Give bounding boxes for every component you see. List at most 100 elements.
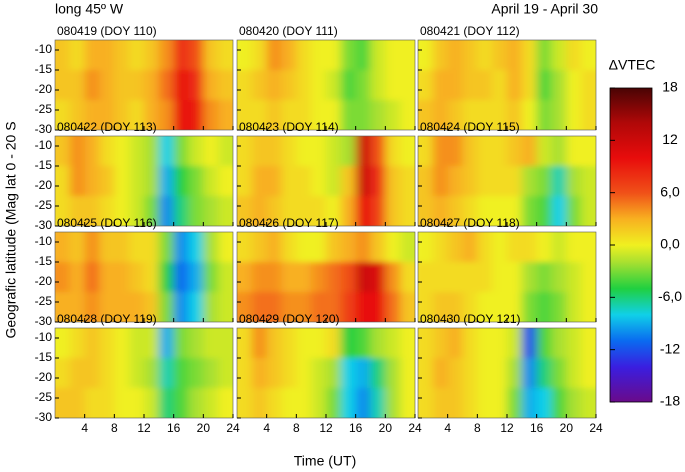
heatmap	[418, 232, 596, 322]
heatmap-cell	[266, 136, 282, 167]
panel-title: 080425 (DOY 116)	[57, 216, 157, 230]
heatmap-cell	[144, 358, 160, 389]
heatmap-cell	[55, 100, 71, 130]
heatmap-cell	[69, 40, 86, 71]
heatmap-cell	[218, 388, 233, 418]
heatmap-cell	[432, 262, 449, 293]
heatmap-cell	[326, 100, 342, 130]
heatmap-cell	[581, 358, 596, 389]
heatmap-cell	[400, 70, 415, 101]
heatmap-cell	[203, 358, 219, 389]
y-tick-label: -10	[35, 234, 53, 248]
heatmap-cell	[492, 328, 508, 359]
heatmap	[418, 40, 596, 130]
y-tick-label: -30	[35, 410, 53, 424]
heatmap-cell	[173, 136, 189, 167]
heatmap-cell	[370, 358, 386, 389]
heatmap-cell	[551, 388, 567, 418]
heatmap-cell	[266, 166, 282, 197]
heatmap-cell	[507, 232, 523, 263]
heatmap-cells	[55, 40, 233, 130]
heatmap-cell	[355, 100, 371, 130]
heatmap-cell	[144, 166, 160, 197]
heatmap-cell	[84, 40, 100, 71]
heatmap-cell	[355, 388, 371, 418]
heatmap-cell	[566, 262, 582, 293]
y-tick-label: -20	[35, 370, 53, 384]
heatmap-cell	[418, 262, 434, 293]
heatmap-cell	[566, 292, 582, 322]
y-tick-label: -10	[35, 330, 53, 344]
heatmap-cell	[340, 262, 357, 293]
heatmap-cell	[251, 232, 268, 263]
heatmap-cells	[237, 40, 415, 130]
heatmap-cell	[581, 166, 596, 197]
heatmap-cell	[99, 388, 115, 418]
heatmap-cell	[370, 292, 386, 322]
heatmap-cell	[355, 262, 371, 293]
heatmap-cell	[581, 40, 596, 71]
heatmap-cell	[462, 136, 478, 167]
heatmap-cell	[340, 292, 357, 322]
heatmap-cell	[311, 292, 327, 322]
heatmap-cell	[507, 262, 523, 293]
heatmap-cell	[418, 358, 434, 389]
heatmap-cell	[326, 388, 342, 418]
x-tick-label: 24	[589, 421, 603, 435]
heatmap-cell	[296, 100, 312, 130]
heatmap-cell	[296, 262, 312, 293]
heatmap-cell	[536, 70, 552, 101]
heatmap-cell	[340, 166, 357, 197]
heatmap-cell	[492, 166, 508, 197]
heatmap-cell	[69, 358, 86, 389]
y-tick-label: -30	[35, 314, 53, 328]
heatmap-cell	[311, 232, 327, 263]
heatmap-cell	[281, 358, 297, 389]
heatmap-cell	[551, 100, 567, 130]
heatmap-cell	[370, 328, 386, 359]
heatmap-cell	[311, 196, 327, 226]
heatmap-cell	[566, 166, 582, 197]
heatmap-cell	[385, 232, 401, 263]
x-tick-label: 4	[81, 421, 88, 435]
heatmap-cell	[188, 70, 204, 101]
heatmap-cell	[477, 196, 493, 226]
heatmap	[237, 232, 415, 322]
heatmap-cell	[158, 388, 175, 418]
heatmap	[237, 136, 415, 226]
heatmap-cell	[251, 70, 268, 101]
heatmap-cell	[507, 292, 523, 322]
heatmap-cell	[566, 70, 582, 101]
heatmap-cell	[566, 136, 582, 167]
header-right: April 19 - April 30	[491, 1, 598, 17]
heatmap-cell	[144, 232, 160, 263]
heatmap-cell	[536, 388, 552, 418]
heatmap-cell	[370, 40, 386, 71]
heatmap-cell	[432, 70, 449, 101]
heatmap-cell	[188, 232, 204, 263]
colorbar-tick-label: 18	[662, 79, 678, 95]
heatmap-cell	[84, 232, 100, 263]
heatmap-cell	[311, 328, 327, 359]
panel-title: 080430 (DOY 121)	[420, 312, 521, 326]
heatmap-cell	[218, 70, 233, 101]
heatmap-cells	[418, 328, 596, 418]
heatmap-cell	[385, 100, 401, 130]
heatmap-cells	[55, 328, 233, 418]
x-tick-label: 12	[319, 421, 333, 435]
heatmap-cell	[69, 70, 86, 101]
panel-title: 080426 (DOY 117)	[239, 216, 339, 230]
heatmap-cell	[492, 358, 508, 389]
heatmap-cell	[418, 196, 434, 226]
heatmap-cell	[69, 196, 86, 226]
heatmap-cell	[477, 136, 493, 167]
heatmap-cell	[173, 358, 189, 389]
heatmap-cell	[55, 196, 71, 226]
heatmap-cell	[551, 328, 567, 359]
heatmap-cell	[69, 388, 86, 418]
heatmap-cell	[84, 292, 100, 322]
heatmap-cell	[492, 70, 508, 101]
heatmap-cell	[432, 136, 449, 167]
heatmap-cell	[462, 328, 478, 359]
heatmap-cell	[251, 166, 268, 197]
